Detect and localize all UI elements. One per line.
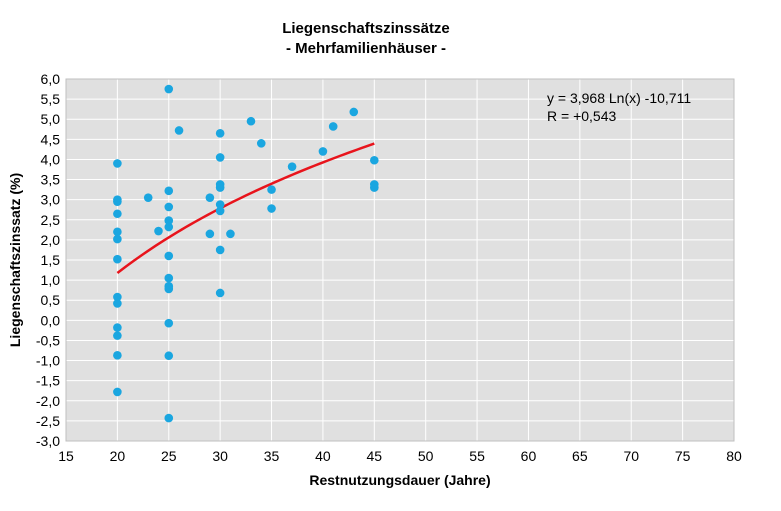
y-tick-label: 1,5 (41, 252, 61, 268)
x-tick-label: 80 (726, 448, 742, 464)
x-tick-label: 40 (315, 448, 331, 464)
data-point (164, 216, 174, 225)
x-tick-label: 55 (469, 448, 485, 464)
y-tick-label: 4,0 (41, 151, 61, 167)
data-point (154, 226, 163, 236)
data-point (113, 351, 122, 360)
data-point (164, 202, 174, 212)
data-point (113, 209, 122, 219)
data-point (164, 318, 174, 328)
y-tick-label: -3,0 (36, 433, 60, 449)
data-point (349, 107, 359, 117)
data-point (164, 351, 174, 361)
y-tick-label: 5,5 (41, 91, 61, 107)
data-point (113, 387, 122, 397)
x-tick-label: 75 (675, 448, 691, 464)
data-point (164, 186, 174, 196)
data-point (174, 126, 184, 135)
data-point (370, 155, 379, 165)
y-tick-label: -2,5 (36, 413, 60, 429)
plot-border (65, 78, 735, 442)
data-point (215, 200, 225, 209)
data-point (328, 122, 338, 131)
trend-equation: y = 3,968 Ln(x) -10,711 (547, 90, 691, 106)
data-point (164, 222, 174, 232)
y-tick-label: 1,0 (41, 272, 61, 288)
y-tick-label: 0,5 (41, 292, 61, 308)
data-point (113, 254, 122, 264)
y-tick-label: 2,0 (41, 232, 61, 248)
data-point (164, 273, 174, 283)
x-tick-label: 65 (572, 448, 588, 464)
data-point (113, 323, 122, 332)
x-tick-label: 35 (264, 448, 280, 464)
data-point (205, 229, 215, 239)
x-tick-label: 45 (367, 448, 383, 464)
data-points (113, 84, 379, 423)
x-tick-labels: 15 20 25 30 35 40 45 50 55 60 65 70 75 80 (58, 448, 742, 464)
data-point (267, 204, 276, 213)
data-point (113, 227, 122, 237)
data-point (215, 245, 225, 255)
data-point (267, 185, 276, 194)
data-point (143, 193, 153, 202)
x-tick-label: 30 (212, 448, 228, 464)
data-point (370, 183, 379, 192)
data-point (113, 292, 122, 302)
y-tick-label: -2,0 (36, 393, 60, 409)
y-tick-label: 4,5 (41, 131, 61, 147)
y-tick-label: 5,0 (41, 111, 61, 127)
x-tick-label: 70 (623, 448, 639, 464)
data-point (113, 299, 122, 308)
data-point (164, 413, 174, 423)
chart-title: Liegenschaftszinssätze (282, 20, 450, 37)
y-tick-label: 3,0 (41, 192, 61, 208)
y-tick-label: -1,0 (36, 353, 60, 369)
data-point (215, 206, 225, 216)
trend-r-value: R = +0,543 (547, 108, 616, 124)
x-axis-title: Restnutzungsdauer (Jahre) (309, 472, 490, 488)
y-tick-label: 0,0 (41, 312, 61, 328)
data-point (256, 139, 266, 148)
data-point (215, 153, 225, 162)
data-point (215, 129, 225, 138)
data-point (113, 159, 122, 168)
x-tick-label: 25 (161, 448, 177, 464)
x-tick-label: 15 (58, 448, 74, 464)
y-tick-label: -0,5 (36, 332, 60, 348)
data-point (287, 162, 297, 171)
chart-subtitle: - Mehrfamilienhäuser - (286, 40, 446, 57)
y-tick-label: 6,0 (41, 71, 61, 87)
data-point (215, 183, 225, 192)
data-point (164, 84, 174, 94)
data-point (113, 234, 122, 244)
x-tick-label: 20 (110, 448, 126, 464)
data-point (164, 284, 174, 294)
y-axis-title: Liegenschaftszinssatz (%) (7, 173, 23, 347)
x-tick-label: 50 (418, 448, 434, 464)
data-point (215, 288, 225, 298)
data-point (113, 197, 122, 206)
trendline (116, 142, 375, 275)
data-point (226, 229, 235, 239)
y-tick-label: 2,5 (41, 212, 61, 228)
x-tick-label: 60 (521, 448, 537, 464)
y-tick-labels: 6,0 5,5 5,0 4,5 4,0 3,5 3,0 2,5 2,0 1,5 1,0 0,5 0,0 -… (36, 71, 60, 449)
y-tick-label: 3,5 (41, 172, 61, 188)
data-point (246, 116, 256, 126)
data-point (164, 251, 174, 261)
data-point (318, 147, 328, 156)
y-tick-label: -1,5 (36, 373, 60, 389)
data-point (205, 193, 215, 202)
data-point (113, 331, 122, 340)
